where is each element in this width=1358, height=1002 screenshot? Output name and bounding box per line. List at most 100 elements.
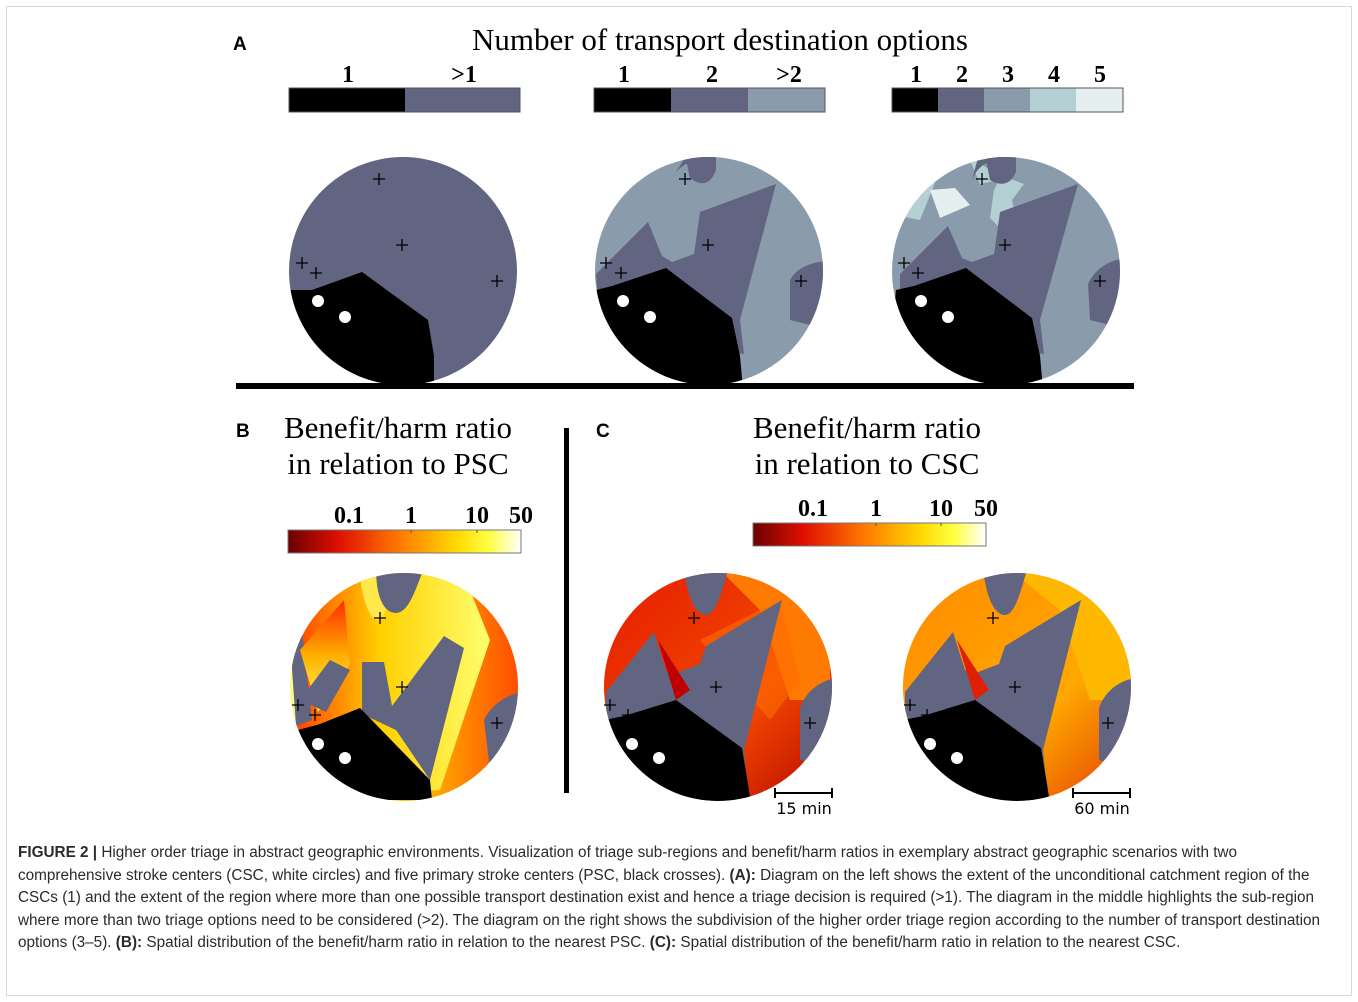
panel-c-title-line2: in relation to CSC — [755, 446, 980, 481]
psc-cross-icon — [491, 275, 503, 287]
vertical-divider — [564, 428, 569, 793]
colorbar-c-tick-1: 1 — [870, 496, 882, 522]
map-b — [290, 573, 518, 801]
psc-cross-icon — [373, 173, 385, 185]
psc-cross-icon — [1102, 717, 1114, 729]
legend-2-tick-gt2: >2 — [776, 62, 802, 88]
psc-cross-icon — [904, 699, 916, 711]
map-c1 — [604, 573, 832, 801]
caption-label-c: (C): — [649, 934, 677, 951]
panel-b-letter: B — [236, 421, 250, 442]
psc-cross-icon — [898, 257, 910, 269]
markers-a — [296, 173, 1106, 323]
psc-cross-icon — [1094, 275, 1106, 287]
markers-c — [604, 612, 1114, 764]
panel-b-title-line1: Benefit/harm ratio — [284, 410, 512, 445]
psc-cross-icon — [987, 612, 999, 624]
legend-3-swatch-1 — [892, 88, 938, 112]
colorbar-c-tick-10: 10 — [929, 496, 953, 522]
panel-b-title-line2: in relation to PSC — [287, 446, 508, 481]
caption-label-b: (B): — [115, 934, 143, 951]
legend-2-swatch-1 — [594, 88, 671, 112]
csc-dot-icon — [653, 752, 665, 764]
csc-dot-icon — [312, 295, 324, 307]
panel-a-letter: A — [233, 34, 247, 55]
csc-dot-icon — [644, 311, 656, 323]
psc-cross-icon — [702, 239, 714, 251]
figure-frame — [6, 6, 1352, 996]
csc-dot-icon — [339, 311, 351, 323]
legend-3-swatch-3 — [984, 88, 1030, 112]
figure-graphics: A Number of transport destination option… — [233, 22, 1134, 818]
psc-cross-icon — [804, 717, 816, 729]
legend-2-swatch-2 — [671, 88, 748, 112]
psc-cross-icon — [396, 239, 408, 251]
psc-cross-icon — [622, 709, 634, 721]
psc-cross-icon — [396, 681, 408, 693]
scale-bar-15min: 15 min — [774, 788, 833, 818]
legend-3-tick-5: 5 — [1094, 62, 1106, 88]
psc-cross-icon — [1009, 681, 1021, 693]
psc-cross-icon — [795, 275, 807, 287]
csc-dot-icon — [339, 752, 351, 764]
legend-1-swatch-gt1 — [405, 88, 520, 112]
map-a1 — [289, 157, 517, 385]
map-a3 — [892, 157, 1120, 385]
map-a2 — [595, 157, 823, 385]
psc-cross-icon — [921, 709, 933, 721]
map-c2 — [903, 573, 1131, 801]
psc-cross-icon — [292, 699, 304, 711]
legend-1-tick-gt1: >1 — [451, 62, 477, 88]
psc-cross-icon — [615, 267, 627, 279]
legend-1-swatch-1 — [289, 88, 405, 112]
caption-figure-label: FIGURE 2 | — [18, 844, 98, 861]
panel-c-letter: C — [596, 421, 610, 442]
caption-text-c: Spatial distribution of the benefit/harm… — [676, 934, 1181, 951]
legend-3-tick-1: 1 — [910, 62, 922, 88]
colorbar-c-tick-50: 50 — [974, 496, 998, 522]
psc-cross-icon — [679, 173, 691, 185]
colorbar-b-tick-0.1: 0.1 — [334, 503, 364, 529]
horizontal-divider — [236, 383, 1134, 389]
legend-3-tick-3: 3 — [1002, 62, 1014, 88]
scale-label-60min: 60 min — [1074, 799, 1130, 818]
psc-cross-icon — [309, 709, 321, 721]
csc-dot-icon — [915, 295, 927, 307]
legend-1-tick-1: 1 — [342, 62, 354, 88]
legend-3-swatch-4 — [1030, 88, 1076, 112]
psc-cross-icon — [310, 267, 322, 279]
caption-text-b: Spatial distribution of the benefit/harm… — [142, 934, 650, 951]
caption-text-a: Diagram on the left shows the extent of … — [18, 866, 1320, 952]
figure-caption: FIGURE 2 | Higher order triage in abstra… — [18, 842, 1340, 955]
caption-label-a: (A): — [729, 866, 756, 884]
psc-cross-icon — [976, 173, 988, 185]
colorbar-b-tick-50: 50 — [509, 503, 533, 529]
psc-cross-icon — [374, 612, 386, 624]
legend-3-swatch-2 — [938, 88, 984, 112]
colorbar-b-tick-1: 1 — [405, 503, 417, 529]
colorbar-c-tick-0.1: 0.1 — [798, 496, 828, 522]
psc-cross-icon — [491, 717, 503, 729]
scale-bar-60min: 60 min — [1072, 788, 1131, 818]
panel-a-title: Number of transport destination options — [472, 22, 968, 57]
legend-2: 1 2 >2 — [593, 62, 826, 113]
legend-3: 1 2 3 4 5 — [891, 62, 1124, 113]
scale-label-15min: 15 min — [776, 799, 832, 818]
legend-3-swatch-5 — [1076, 88, 1123, 112]
caption-intro: Higher order triage in abstract geograph… — [18, 844, 1238, 884]
psc-cross-icon — [296, 257, 308, 269]
panel-c-title-line1: Benefit/harm ratio — [753, 410, 981, 445]
csc-dot-icon — [924, 738, 936, 750]
legend-1: 1 >1 — [288, 62, 521, 113]
psc-cross-icon — [710, 681, 722, 693]
psc-cross-icon — [999, 239, 1011, 251]
colorbar-c: 0.1 1 10 50 — [752, 496, 998, 547]
csc-dot-icon — [626, 738, 638, 750]
legend-2-swatch-gt2 — [748, 88, 825, 112]
psc-cross-icon — [688, 612, 700, 624]
legend-3-tick-4: 4 — [1048, 62, 1060, 88]
legend-2-tick-1: 1 — [618, 62, 630, 88]
colorbar-b: 0.1 1 10 50 — [287, 503, 533, 554]
psc-cross-icon — [600, 257, 612, 269]
colorbar-b-tick-10: 10 — [465, 503, 489, 529]
